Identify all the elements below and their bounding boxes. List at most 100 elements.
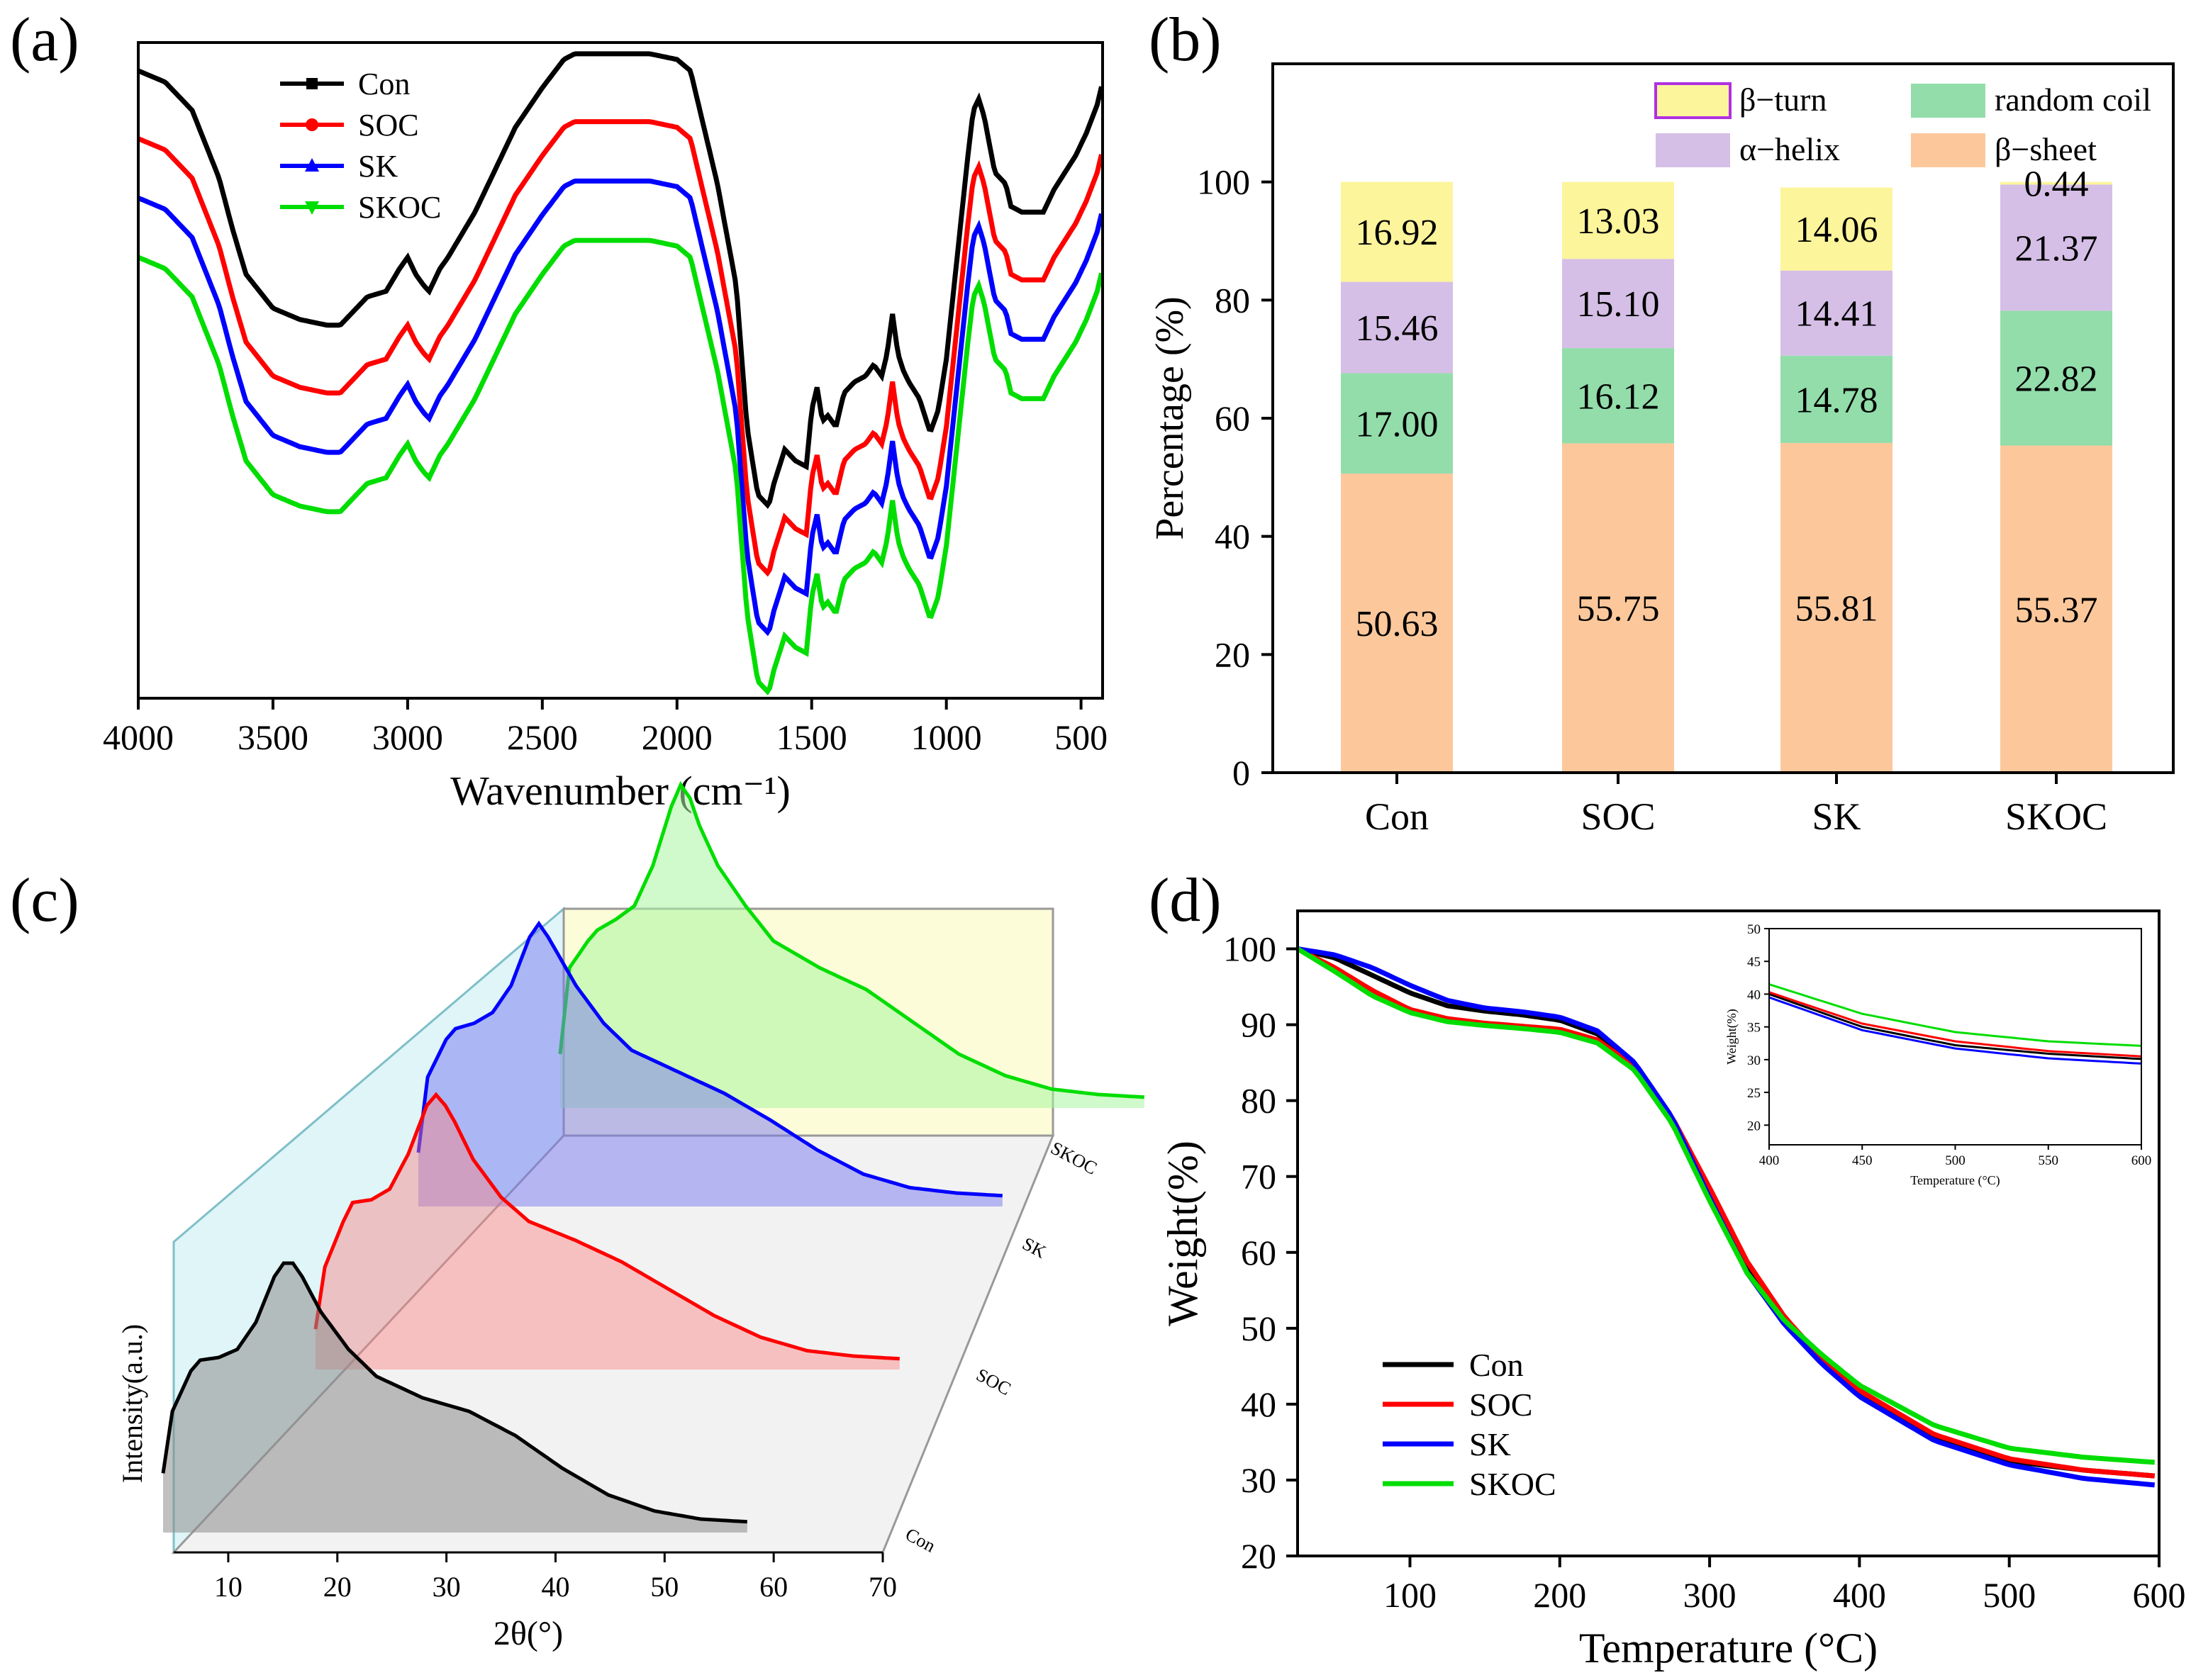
chart-d-tga: 100 200 300 400 500 600 20 30 40 50 60 70 80 90 100 Tem… [1159, 909, 2186, 1671]
y-axis-label: Percentage (%) [1148, 296, 1192, 540]
series-line-sk [416, 920, 1003, 1198]
inset-x-tick-label: 450 [1852, 1153, 1873, 1168]
series-line-sk [137, 178, 1104, 637]
bar-value-label: 16.92 [1356, 213, 1439, 253]
inset-y-tick-label: 20 [1747, 1119, 1761, 1133]
bar-value-label: 50.63 [1356, 604, 1439, 644]
legend-label: β−turn [1739, 82, 1827, 118]
legend-label-sk: SK [1469, 1426, 1511, 1462]
inset-x-axis-label: Temperature (°C) [1910, 1173, 2000, 1188]
plot-frame [1296, 909, 2161, 1557]
y-tick-label: 50 [1241, 1309, 1276, 1348]
x-tick-label: 1000 [911, 717, 982, 757]
bar-segment-con [1341, 373, 1453, 474]
x-tick-label: 200 [1533, 1575, 1586, 1615]
y-tick-label: 20 [1215, 634, 1250, 674]
panel-label-c: (c) [10, 866, 79, 935]
series-line-soc [1296, 946, 2155, 1479]
inset-x-tick-label: 550 [2039, 1153, 2059, 1168]
legend-label-con: Con [1469, 1347, 1524, 1383]
y-tick-label: 40 [1215, 517, 1250, 556]
y-tick-label: 0 [1232, 753, 1250, 793]
category-label-con: Con [1365, 795, 1429, 838]
panel-label-d: (d) [1149, 866, 1222, 935]
series-line-soc [313, 1092, 900, 1361]
x-tick-label: 2000 [642, 717, 713, 757]
bar-segment-soc [1562, 259, 1674, 349]
x-tick-label: 500 [1983, 1575, 2036, 1615]
bar-value-label: 17.00 [1356, 404, 1439, 444]
bar-segment-soc [1562, 443, 1674, 773]
series-line-con [161, 1261, 747, 1524]
series-label-con: Con [902, 1524, 939, 1557]
y-tick-label: 80 [1215, 280, 1250, 320]
legend-label: α−helix [1739, 131, 1840, 167]
inset-y-tick-label: 25 [1747, 1086, 1761, 1101]
series-line-skoc [1296, 946, 2155, 1465]
x-tick-label: 40 [541, 1571, 569, 1603]
x-tick-label: 10 [214, 1571, 242, 1603]
legend-label-soc: SOC [358, 108, 419, 142]
series-line-skoc [137, 237, 1104, 696]
bar-value-label: 21.37 [2015, 228, 2098, 269]
x-tick-label: 300 [1683, 1575, 1736, 1615]
bar-value-label: 15.46 [1356, 308, 1439, 349]
x-tick-label: 3000 [372, 717, 443, 757]
bar-value-label: 15.10 [1577, 284, 1660, 325]
y-tick-label: 70 [1241, 1157, 1276, 1197]
inset-series-line-con [1768, 992, 2142, 1060]
legend-label: random coil [1995, 82, 2151, 118]
y-tick-label: 100 [1223, 929, 1276, 969]
legend-swatch [1911, 133, 1985, 167]
area-fill-sk [418, 924, 1003, 1206]
x-tick-label: 600 [2133, 1575, 2186, 1615]
series-line-con [137, 51, 1104, 509]
chart-b-secondary-structure: 50.63 17.00 15.46 16.92 Con 55.75 16.12 15.10 13… [1148, 62, 2175, 838]
legend-swatch [1654, 82, 1732, 119]
x-tick-label: 3500 [238, 717, 308, 757]
legend-marker [306, 78, 318, 89]
inset-y-tick-label: 50 [1747, 922, 1761, 937]
y-tick-label: 60 [1241, 1233, 1276, 1272]
legend-marker [305, 158, 319, 172]
bar-value-label: 14.06 [1795, 210, 1878, 250]
legend-label-soc: SOC [1469, 1387, 1532, 1423]
x-tick-label: 20 [323, 1571, 352, 1603]
legend-marker [306, 118, 318, 131]
category-label-sk: SK [1812, 795, 1861, 838]
series-label-soc: SOC [973, 1365, 1014, 1399]
plot-frame [137, 41, 1104, 700]
inset-series-line-sk [1768, 996, 2142, 1065]
category-label-skoc: SKOC [2005, 795, 2107, 838]
legend-swatch [1911, 84, 1985, 118]
inset-x-tick-label: 500 [1945, 1153, 1966, 1168]
x-tick-label: 4000 [103, 717, 174, 757]
bar-segment-skoc [2000, 184, 2112, 311]
inset-y-tick-label: 30 [1747, 1053, 1761, 1068]
bar-segment-soc [1562, 181, 1674, 259]
legend-label: β−sheet [1995, 131, 2097, 167]
inset-x-tick-label: 400 [1759, 1153, 1780, 1168]
bar-value-label: 55.75 [1577, 589, 1660, 629]
bar-segment-sk [1780, 355, 1892, 443]
inset-y-axis-label: Weight(%) [1724, 1009, 1739, 1065]
y-tick-label: 20 [1241, 1536, 1276, 1576]
x-tick-label: 50 [650, 1571, 679, 1603]
y-tick-label: 30 [1241, 1460, 1276, 1500]
x-axis-label: 2θ(°) [494, 1615, 563, 1652]
series-line-skoc [558, 780, 1144, 1099]
panel-label-b: (b) [1149, 6, 1222, 74]
x-tick-label: 100 [1383, 1575, 1437, 1615]
bar-value-label: 14.78 [1795, 380, 1878, 420]
legend-label-skoc: SKOC [1469, 1466, 1556, 1502]
y-axis-label: Weight(%) [1159, 1141, 1206, 1326]
y-axis-label: Intensity(a.u.) [116, 1324, 148, 1483]
y-tick-label: 100 [1197, 162, 1250, 202]
inset-chart: 400 450 500 550 600 20 25 30 35 40 45 50 Temperature… [1724, 922, 2151, 1188]
bar-value-label: 14.41 [1795, 294, 1878, 335]
x-tick-label: 2500 [507, 717, 578, 757]
x-tick-label: 500 [1054, 717, 1108, 757]
legend-marker [305, 201, 319, 215]
chart-a-ftir: 4000 3500 3000 2500 2000 1500 1000 500 Wavenumbe… [103, 41, 1108, 814]
